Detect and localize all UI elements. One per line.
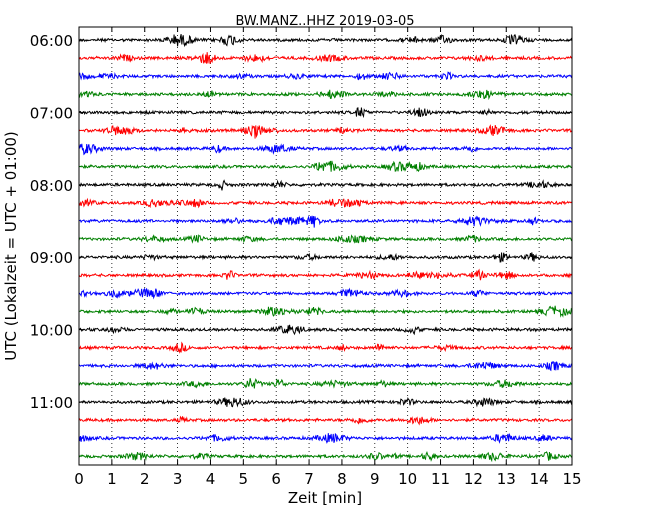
y-tick-label: 08:00	[30, 177, 73, 195]
seismogram-traces	[78, 33, 573, 463]
trace-11	[78, 215, 573, 228]
y-tick-label: 06:00	[30, 32, 73, 50]
x-tick-label: 12	[464, 470, 483, 488]
x-tick-label: 13	[497, 470, 516, 488]
y-axis-label: UTC (Lokalzeit = UTC + 01:00)	[2, 131, 20, 361]
trace-7	[78, 143, 573, 156]
trace-5	[78, 107, 573, 119]
trace-18	[78, 341, 573, 354]
x-tick-label: 0	[74, 470, 84, 488]
x-tick-label: 4	[206, 470, 216, 488]
x-tick-label: 8	[337, 470, 347, 488]
x-tick-label: 3	[173, 470, 183, 488]
y-tick-label: 11:00	[30, 394, 73, 412]
plot-frame	[78, 26, 573, 466]
x-tick-label: 11	[431, 470, 450, 488]
x-axis-label: Zeit [min]	[288, 489, 362, 507]
trace-6	[78, 124, 573, 139]
trace-21	[78, 396, 573, 408]
trace-22	[78, 415, 573, 426]
x-tick-label: 15	[562, 470, 581, 488]
x-tick-label: 10	[398, 470, 417, 488]
trace-15	[78, 287, 573, 300]
trace-10	[78, 197, 573, 209]
trace-9	[78, 179, 573, 191]
y-tick-label: 10:00	[30, 322, 73, 340]
trace-3	[78, 71, 573, 81]
trace-13	[78, 252, 573, 263]
y-tick-label: 09:00	[30, 249, 73, 267]
trace-16	[78, 305, 573, 318]
x-tick-label: 14	[530, 470, 549, 488]
x-tick-label: 7	[304, 470, 314, 488]
x-tick-label: 2	[140, 470, 150, 488]
trace-4	[78, 89, 573, 101]
y-tick-label: 07:00	[30, 104, 73, 122]
trace-14	[78, 268, 573, 281]
x-tick-label: 1	[107, 470, 117, 488]
trace-20	[78, 378, 573, 389]
trace-19	[78, 360, 573, 372]
x-tick-label: 9	[370, 470, 380, 488]
trace-2	[78, 52, 573, 64]
trace-24	[78, 450, 573, 463]
trace-17	[78, 324, 573, 336]
x-axis-ticks: 0 1 2 3 4 5 6 7 8 9 10 11 12 13 14 15	[74, 27, 582, 488]
x-tick-label: 6	[271, 470, 281, 488]
x-tick-label: 5	[239, 470, 249, 488]
trace-1	[78, 33, 573, 48]
y-axis-ticks: 06:00 07:00 08:00 09:00 10:00 11:00	[30, 32, 572, 412]
chart-title: BW.MANZ..HHZ 2019-03-05	[235, 14, 414, 29]
trace-12	[78, 234, 573, 244]
trace-23	[78, 432, 573, 444]
trace-8	[78, 160, 573, 173]
